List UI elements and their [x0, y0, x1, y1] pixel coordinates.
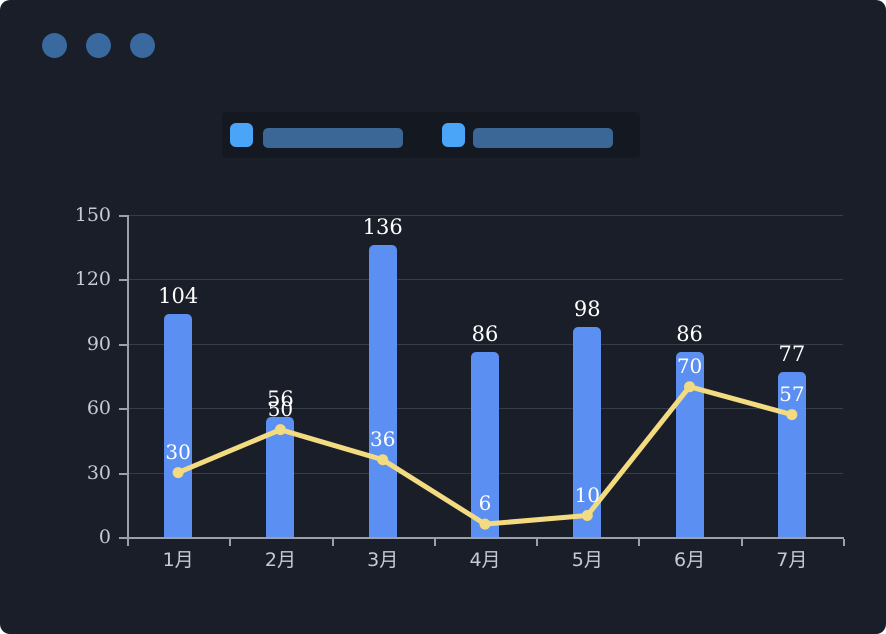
line-value-label: 36 [369, 426, 396, 451]
x-axis-tick [229, 539, 232, 546]
line-point-7月[interactable] [786, 409, 798, 421]
line-value-label: 70 [676, 353, 703, 378]
legend-label-placeholder [473, 128, 613, 148]
y-axis-tick-label: 60 [86, 397, 111, 420]
bar-value-label: 86 [471, 322, 499, 347]
x-axis-category-label: 4月 [469, 549, 501, 571]
line-point-3月[interactable] [377, 454, 389, 466]
line-point-5月[interactable] [581, 510, 593, 522]
x-axis-tick [638, 539, 641, 546]
window-control-dot-1[interactable] [41, 33, 67, 58]
x-axis-line [127, 537, 844, 539]
x-axis-category-label: 2月 [264, 549, 296, 571]
y-axis-tick-label: 150 [74, 204, 111, 226]
bar-4月[interactable] [471, 352, 499, 537]
bar-value-label: 136 [362, 215, 403, 240]
y-axis-tick [119, 408, 127, 411]
x-axis-tick [127, 539, 129, 546]
line-value-label: 30 [165, 439, 191, 464]
line-point-2月[interactable] [274, 424, 286, 436]
legend-label-placeholder [263, 128, 403, 148]
y-axis-tick [119, 472, 127, 475]
line-point-1月[interactable] [172, 467, 184, 479]
line-value-label: 10 [574, 482, 600, 507]
bar-1月[interactable] [164, 313, 193, 537]
y-axis-tick [119, 215, 127, 217]
x-axis-tick [740, 539, 743, 546]
bar-value-label: 56 [267, 386, 294, 411]
line-value-label: 6 [478, 491, 492, 516]
bar-value-label: 77 [778, 341, 806, 366]
bar-2月[interactable] [266, 416, 295, 537]
gridline [128, 343, 843, 345]
y-axis-line [127, 215, 129, 545]
bar-value-label: 98 [573, 296, 601, 321]
x-axis-category-label: 6月 [674, 549, 706, 571]
window-control-dot-2[interactable] [85, 33, 111, 58]
x-axis-category-label: 5月 [571, 549, 603, 571]
y-axis-tick-label: 120 [74, 268, 111, 291]
window-control-dot-3[interactable] [129, 33, 155, 58]
gridline [128, 279, 843, 281]
y-axis-tick [119, 279, 127, 282]
line-point-6月[interactable] [684, 381, 696, 393]
x-axis-tick [536, 539, 539, 546]
gridline [128, 215, 843, 216]
y-axis-tick-label: 90 [86, 332, 111, 355]
x-axis-category-label: 7月 [776, 549, 808, 571]
line-point-4月[interactable] [479, 518, 491, 530]
y-axis-tick-label: 30 [86, 461, 111, 484]
bar-value-label: 86 [676, 322, 703, 347]
x-axis-tick [331, 539, 334, 546]
y-axis-tick [119, 343, 127, 346]
bar-3月[interactable] [368, 245, 397, 537]
x-axis-tick [843, 539, 845, 546]
legend-marker-icon [230, 123, 253, 147]
x-axis-category-label: 3月 [367, 549, 399, 571]
x-axis-category-label: 1月 [162, 549, 194, 571]
line-value-label: 57 [779, 381, 805, 406]
bar-value-label: 104 [158, 283, 199, 308]
bar-7月[interactable] [777, 371, 806, 537]
legend-marker-icon [442, 123, 465, 147]
line-value-label: 50 [267, 396, 294, 421]
y-axis-tick [119, 537, 127, 539]
y-axis-tick-label: 0 [98, 526, 111, 548]
x-axis-tick [433, 539, 436, 546]
